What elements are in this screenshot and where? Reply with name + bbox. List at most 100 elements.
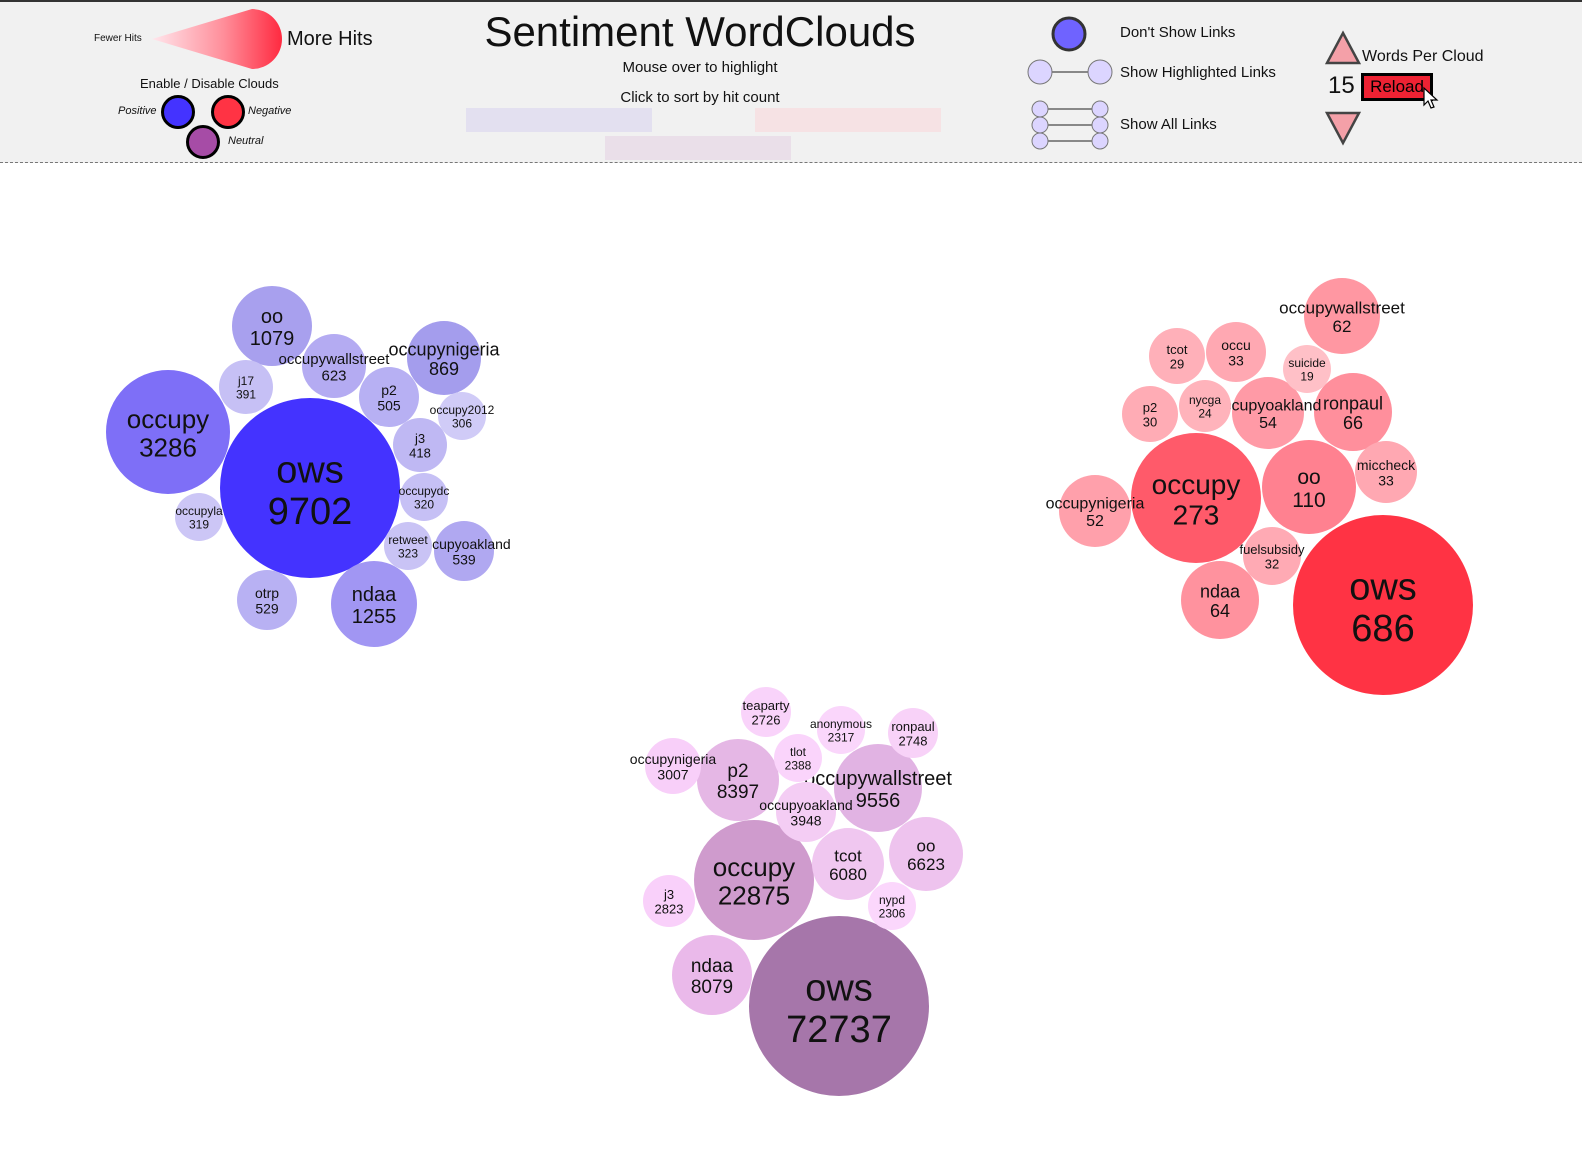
word-bubble-circle[interactable] [1131,433,1261,563]
word-bubble-circle[interactable] [1149,328,1205,384]
word-bubble-circle[interactable] [868,882,916,930]
negative-cloud-toggle[interactable] [211,95,245,129]
dont-show-links-icon[interactable] [1048,14,1090,54]
word-bubble-circle[interactable] [1122,386,1178,442]
word-bubble-circle[interactable] [106,370,230,494]
show-all-links-icon[interactable] [1028,98,1112,152]
word-bubble-circle[interactable] [220,398,400,578]
word-bubble-circle[interactable] [741,687,791,737]
word-bubble-circle[interactable] [694,820,814,940]
word-bubble-circle[interactable] [889,817,963,891]
show-highlighted-links-label[interactable]: Show Highlighted Links [1120,64,1276,81]
word-bubble-circle[interactable] [237,570,297,630]
word-bubble-circle[interactable] [1059,475,1131,547]
word-bubble-circle[interactable] [175,493,223,541]
word-bubble-circle[interactable] [359,367,419,427]
word-bubble-circle[interactable] [812,828,884,900]
word-bubble-circle[interactable] [393,418,447,472]
word-bubble-circle[interactable] [434,521,494,581]
word-bubble-circle[interactable] [1355,441,1417,503]
word-bubble-circle[interactable] [1314,373,1392,451]
show-all-links-label[interactable]: Show All Links [1120,116,1217,133]
positive-cloud-toggle[interactable] [161,95,195,129]
word-bubble-circle[interactable] [774,734,822,782]
word-bubble-circle[interactable] [407,321,481,395]
word-bubble-circle[interactable] [1243,527,1301,585]
reload-button[interactable]: Reload [1361,73,1433,101]
word-bubble-circle[interactable] [776,782,836,842]
positive-sort-bar[interactable] [466,108,652,132]
neutral-cloud-toggle[interactable] [186,125,220,159]
word-bubble-circle[interactable] [1206,322,1266,382]
increase-words-arrow-icon[interactable] [1324,30,1362,66]
show-highlighted-links-icon[interactable] [1024,56,1116,88]
word-bubble-circle[interactable] [1181,561,1259,639]
word-bubble-circle[interactable] [1293,515,1473,695]
word-bubble-circle[interactable] [302,334,366,398]
word-bubble-circle[interactable] [1179,380,1231,432]
word-bubble-circle[interactable] [1283,345,1331,393]
decrease-words-arrow-icon[interactable] [1324,110,1362,146]
word-bubble-circle[interactable] [438,392,486,440]
neutral-sort-bar[interactable] [605,136,791,160]
word-bubble-circle[interactable] [232,286,312,366]
word-bubble-circle[interactable] [645,738,701,794]
word-bubble-circle[interactable] [834,744,922,832]
word-bubble-circle[interactable] [749,916,929,1096]
word-bubble-circle[interactable] [384,522,432,570]
word-bubble-circle[interactable] [1232,377,1304,449]
word-bubble-circle[interactable] [1304,278,1380,354]
word-bubble-circle[interactable] [672,935,752,1015]
word-bubble-circle[interactable] [643,875,695,927]
word-bubble-circle[interactable] [219,360,273,414]
dont-show-links-label[interactable]: Don't Show Links [1120,24,1236,41]
word-bubble-circle[interactable] [697,739,779,821]
word-bubble-circle[interactable] [1262,440,1356,534]
